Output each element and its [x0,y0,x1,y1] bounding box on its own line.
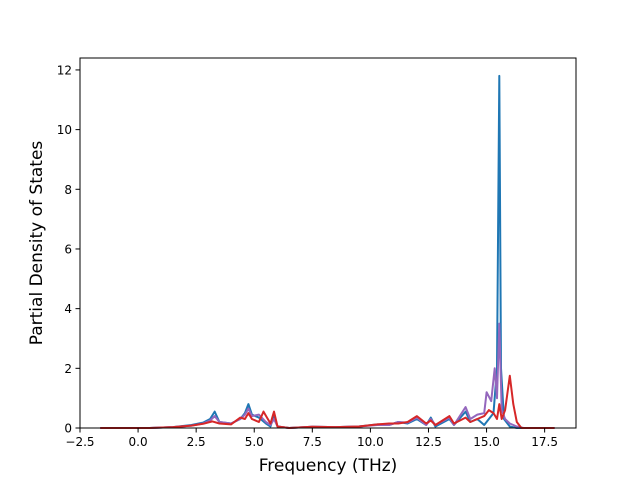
plot-frame [79,57,577,429]
x-tick-label: 12.5 [415,435,442,449]
y-axis: 0 2 4 6 8 10 12 [57,63,80,436]
y-tick-label: 12 [57,63,72,77]
x-axis: −2.5 0.0 2.5 5.0 7.5 10.0 12.5 15.0 17.5 [65,428,558,449]
x-tick-label: 5.0 [245,435,264,449]
y-tick-label: 6 [64,242,72,256]
y-tick-label: 2 [64,362,72,376]
x-axis-label: Frequency (THz) [259,456,398,476]
y-tick-label: 8 [64,183,72,197]
y-tick-label: 0 [64,422,72,436]
y-axis-label: Partial Density of States [27,141,47,346]
x-tick-label: 15.0 [473,435,500,449]
x-tick-label: 10.0 [357,435,384,449]
x-tick-label: 2.5 [187,435,206,449]
series-line-3 [99,374,555,429]
series-line-2 [99,322,555,429]
x-tick-label: 0.0 [129,435,148,449]
x-tick-label: 17.5 [531,435,558,449]
x-tick-label: 7.5 [303,435,322,449]
y-tick-label: 10 [57,123,72,137]
y-tick-label: 4 [64,302,72,316]
x-tick-label: −2.5 [65,435,94,449]
series-layer [99,74,555,429]
